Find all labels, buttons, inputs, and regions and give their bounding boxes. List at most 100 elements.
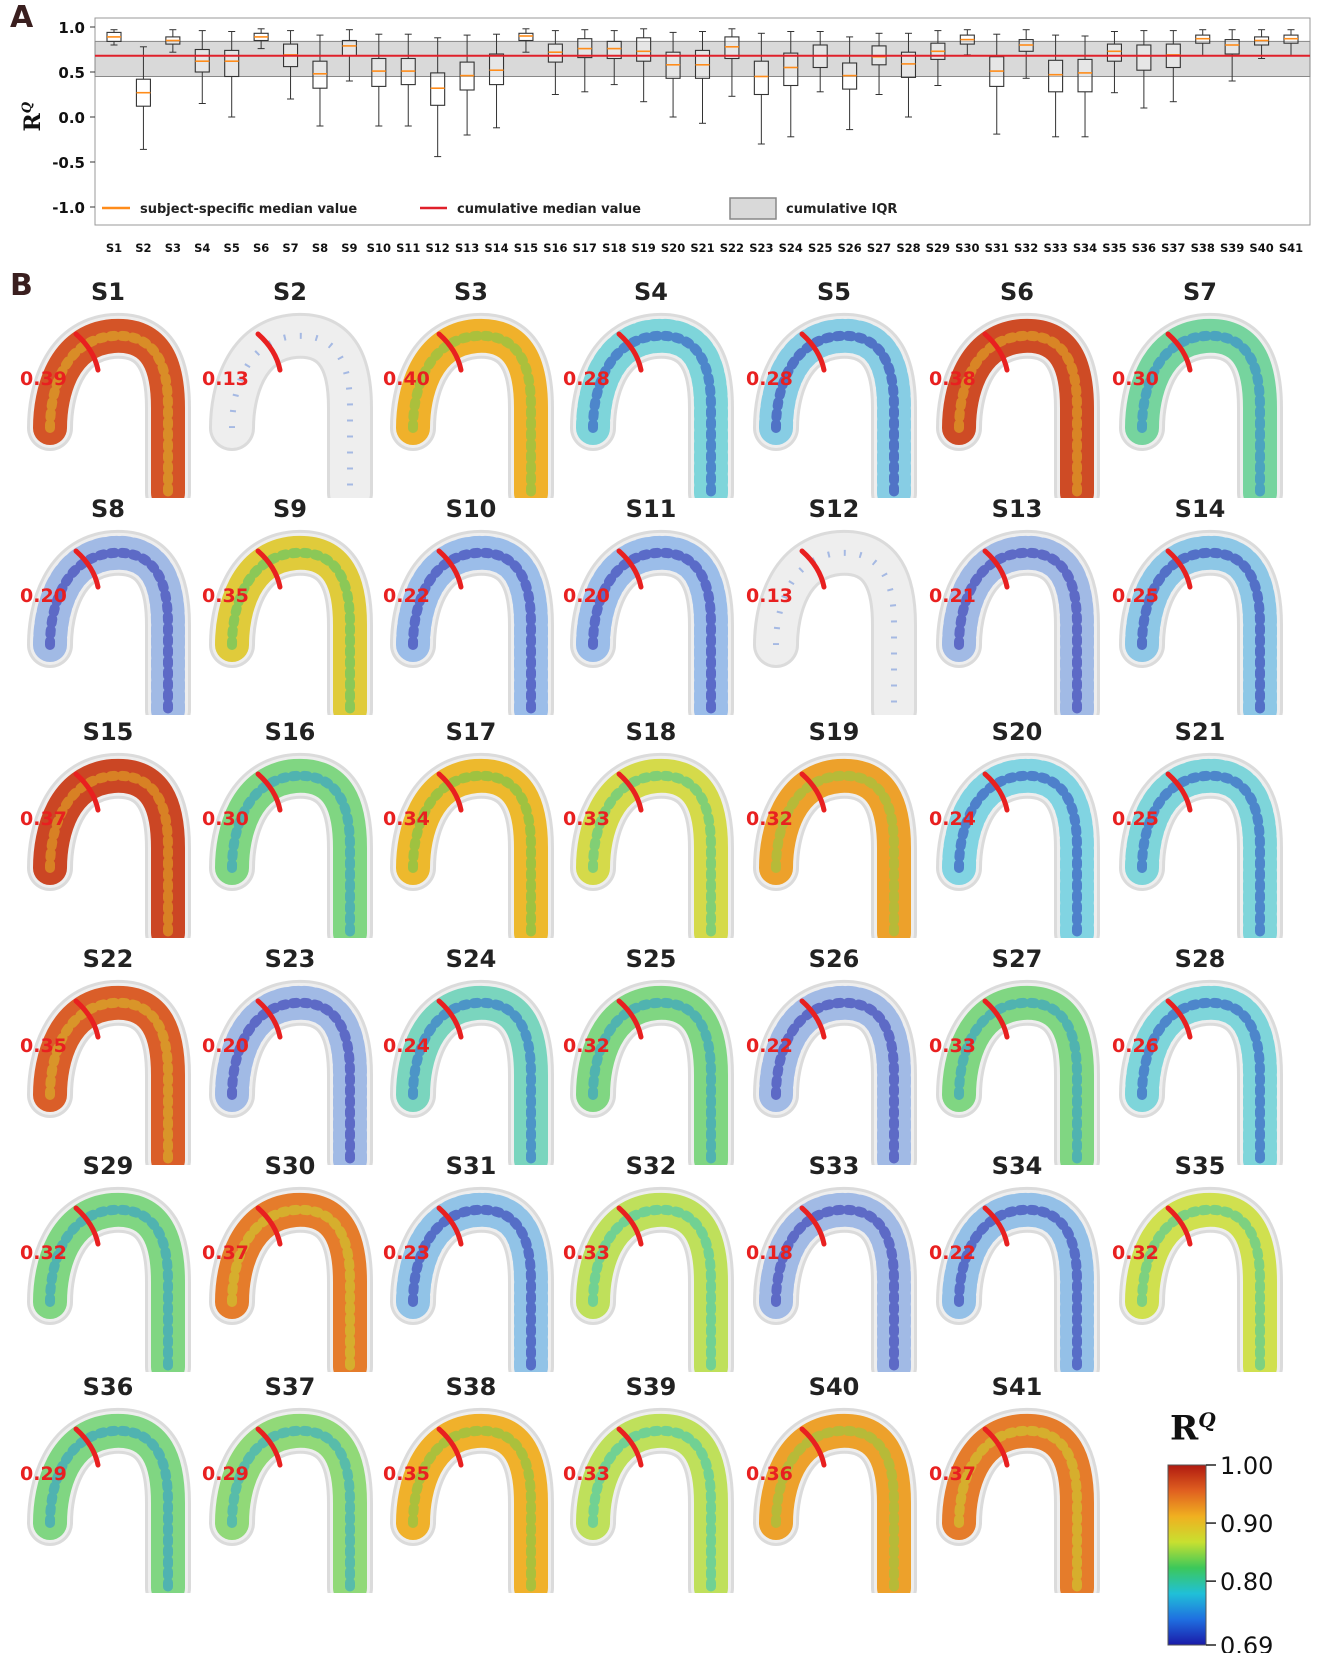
section-value-label: 0.20 — [20, 585, 67, 607]
y-tick-label: -0.5 — [52, 154, 85, 172]
flow-core — [45, 547, 173, 715]
flow-core — [588, 1425, 716, 1593]
section-line — [799, 1426, 827, 1468]
section-value-label: 0.35 — [20, 1035, 67, 1057]
x-tick-label: S1 — [106, 241, 122, 255]
box-body — [547, 43, 563, 63]
aorta-render — [936, 529, 1100, 715]
box-S15 — [518, 28, 534, 53]
subject-panel-S8: S8 0.20 — [18, 495, 198, 715]
x-tick-label: S17 — [573, 241, 597, 255]
section-line — [73, 998, 101, 1040]
section-value-label: 0.22 — [929, 1242, 976, 1264]
subject-title: S35 — [1174, 1152, 1226, 1180]
box-S17 — [577, 29, 593, 93]
subject-title: S28 — [1174, 945, 1226, 973]
x-tick-label: S3 — [165, 241, 181, 255]
aorta-lumen — [756, 532, 914, 715]
flow-core — [45, 1204, 173, 1372]
aorta-render — [753, 529, 917, 715]
x-tick-label: S30 — [955, 241, 979, 255]
box-S34 — [1077, 35, 1093, 138]
flow-core — [771, 997, 899, 1165]
aorta-render — [936, 979, 1100, 1165]
box-S11 — [400, 33, 416, 127]
subject-title: S25 — [625, 945, 677, 973]
subject-panel-S41: S41 0.37 — [927, 1373, 1107, 1593]
section-line — [982, 771, 1010, 813]
section-value-label: 0.35 — [202, 585, 249, 607]
x-tick-label: S14 — [484, 241, 508, 255]
aorta-render — [209, 752, 373, 938]
box-body — [1224, 39, 1240, 55]
x-tick-label: S18 — [602, 241, 626, 255]
aorta-render — [936, 1186, 1100, 1372]
subject-panel-S32: S32 0.33 — [561, 1152, 741, 1372]
x-tick-label: S29 — [926, 241, 950, 255]
aorta-render — [27, 1186, 191, 1372]
section-line — [799, 331, 827, 373]
flow-core — [408, 997, 536, 1165]
box-S24 — [783, 31, 799, 138]
subject-panel-S33: S33 0.18 — [744, 1152, 924, 1372]
y-axis-label-sup: Q — [20, 101, 35, 113]
y-tick-label: 0.5 — [58, 64, 85, 82]
section-value-label: 0.29 — [20, 1463, 67, 1485]
subject-title: S26 — [808, 945, 860, 973]
subject-panel-S28: S28 0.26 — [1110, 945, 1290, 1165]
box-body — [224, 49, 240, 78]
box-S25 — [812, 31, 828, 93]
section-value-label: 0.33 — [929, 1035, 976, 1057]
x-tick-label: S5 — [224, 241, 240, 255]
flow-core — [227, 547, 355, 715]
box-body — [724, 36, 740, 60]
flow-core — [771, 770, 899, 938]
box-S14 — [488, 33, 505, 129]
section-value-label: 0.33 — [563, 808, 610, 830]
flow-core — [771, 1204, 899, 1372]
subject-title: S4 — [634, 278, 668, 306]
box-body — [371, 57, 387, 87]
flow-core — [408, 770, 536, 938]
section-value-label: 0.24 — [929, 808, 976, 830]
aorta-render — [753, 1186, 917, 1372]
subject-title: S41 — [991, 1373, 1043, 1401]
section-value-label: 0.23 — [383, 1242, 430, 1264]
box-body — [312, 60, 328, 89]
flow-core — [45, 1425, 173, 1593]
box-body — [1048, 59, 1064, 93]
aorta-render — [27, 979, 191, 1165]
box-S18 — [606, 30, 622, 86]
flow-core — [45, 997, 173, 1165]
x-tick-label: S20 — [661, 241, 685, 255]
flow-core — [227, 770, 355, 938]
section-line — [982, 1426, 1010, 1468]
section-value-label: 0.18 — [746, 1242, 793, 1264]
aorta-render — [27, 1407, 191, 1593]
x-tick-label: S23 — [749, 241, 773, 255]
subject-title: S37 — [264, 1373, 316, 1401]
subject-title: S20 — [991, 718, 1043, 746]
subject-title: S21 — [1174, 718, 1226, 746]
aorta-render — [1119, 752, 1283, 938]
section-value-label: 0.40 — [383, 368, 430, 390]
subject-title: S29 — [82, 1152, 134, 1180]
box-S38 — [1195, 29, 1211, 57]
box-body — [341, 39, 357, 57]
subject-panel-S12: S12 0.13 — [744, 495, 924, 715]
x-tick-label: S32 — [1014, 241, 1038, 255]
x-tick-label: S12 — [426, 241, 450, 255]
subject-title: S6 — [1000, 278, 1034, 306]
y-tick-label: 0.0 — [58, 109, 85, 127]
x-tick-label: S15 — [514, 241, 538, 255]
y-tick-label: 1.0 — [58, 19, 85, 37]
section-line — [799, 771, 827, 813]
aorta-render — [27, 529, 191, 715]
flow-core — [408, 1425, 536, 1593]
box-S7 — [282, 30, 299, 100]
subject-panel-S16: S16 0.30 — [200, 718, 380, 938]
subject-panel-S5: S5 0.28 — [744, 278, 924, 498]
section-line — [1165, 771, 1193, 813]
aorta-render — [936, 312, 1100, 498]
x-tick-label: S16 — [543, 241, 567, 255]
